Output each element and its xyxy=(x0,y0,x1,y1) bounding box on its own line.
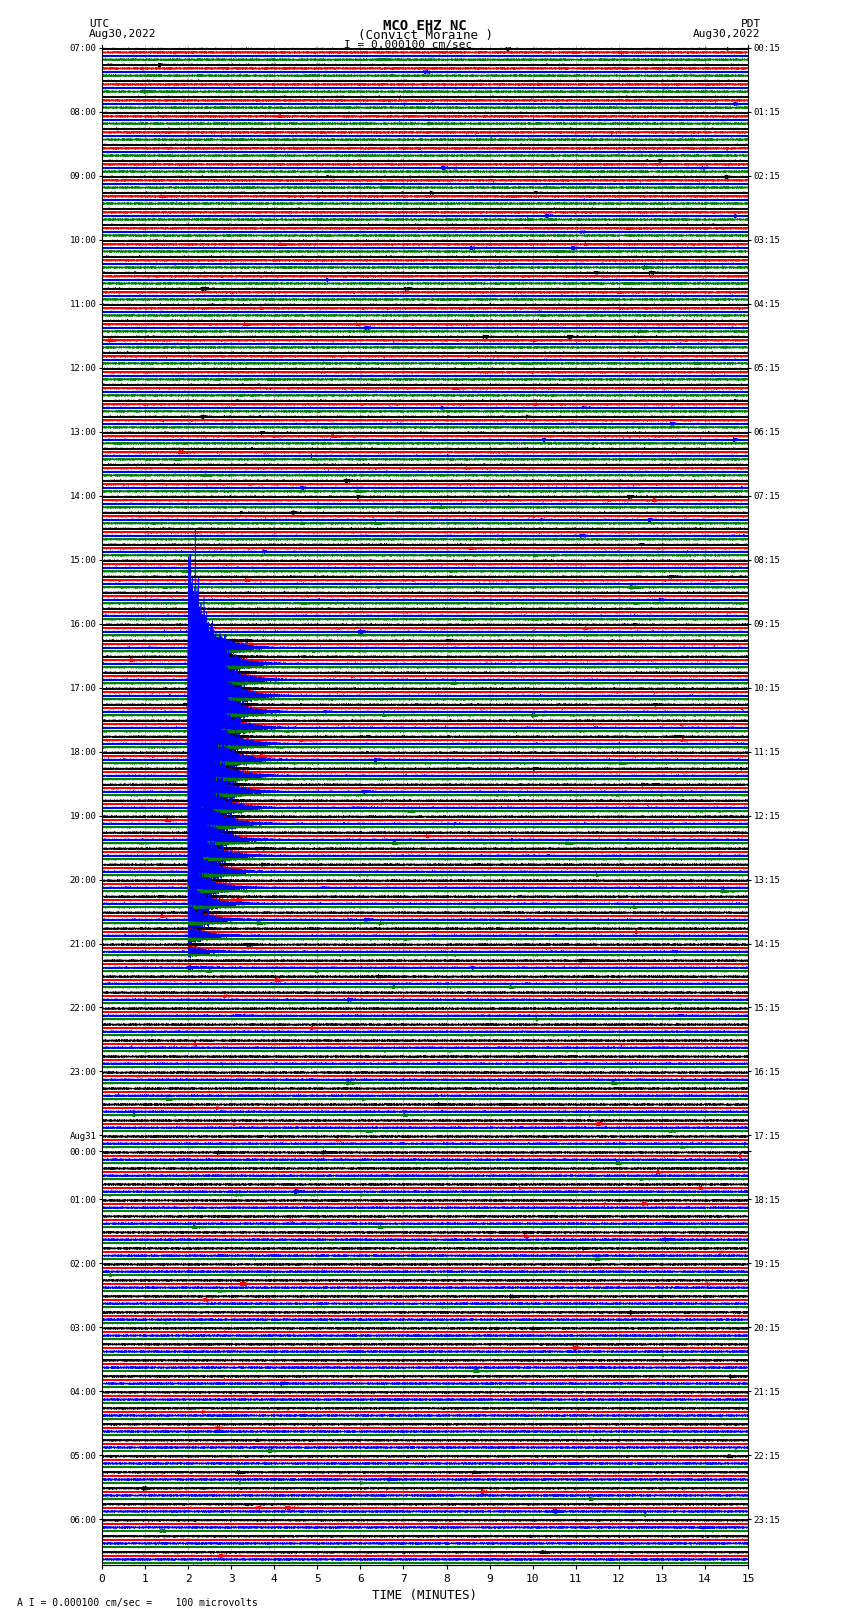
X-axis label: TIME (MINUTES): TIME (MINUTES) xyxy=(372,1589,478,1602)
Text: UTC: UTC xyxy=(89,19,110,29)
Text: Aug30,2022: Aug30,2022 xyxy=(694,29,761,39)
Text: Aug30,2022: Aug30,2022 xyxy=(89,29,156,39)
Text: A I = 0.000100 cm/sec =    100 microvolts: A I = 0.000100 cm/sec = 100 microvolts xyxy=(17,1598,258,1608)
Text: (Convict Moraine ): (Convict Moraine ) xyxy=(358,29,492,42)
Text: PDT: PDT xyxy=(740,19,761,29)
Text: MCO EHZ NC: MCO EHZ NC xyxy=(383,19,467,34)
Text: I = 0.000100 cm/sec: I = 0.000100 cm/sec xyxy=(344,40,472,50)
